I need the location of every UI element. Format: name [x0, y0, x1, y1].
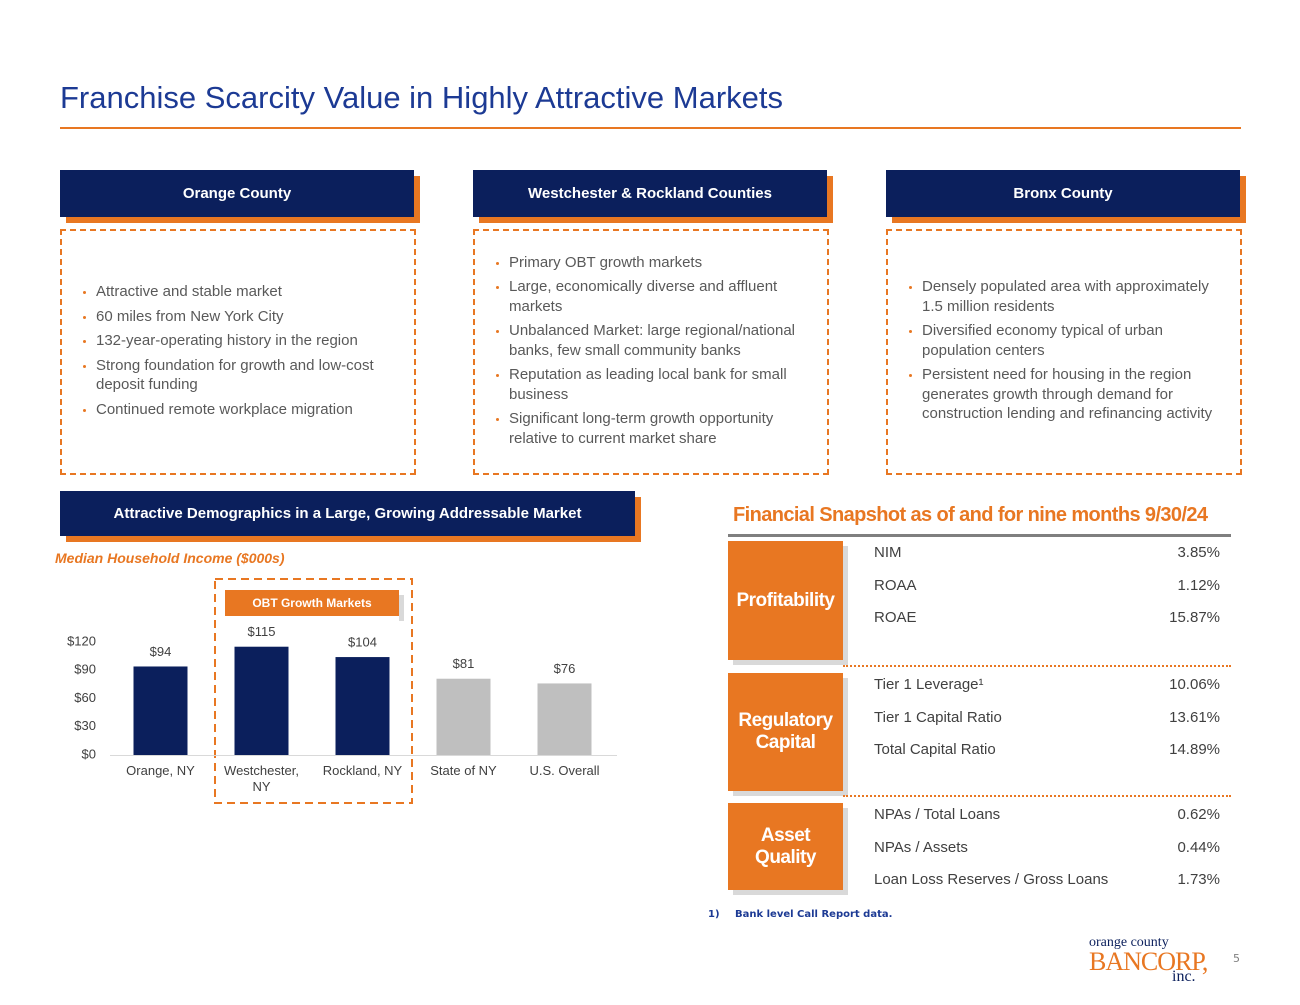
metric-name: ROAE: [874, 609, 917, 626]
panel-header: Bronx County: [886, 170, 1240, 217]
growth-box: [214, 578, 413, 804]
y-tick-label: $0: [82, 746, 96, 761]
slide-title: Franchise Scarcity Value in Highly Attra…: [60, 80, 784, 115]
footnote-marker: 1): [708, 909, 720, 920]
footnote: Bank level Call Report data.: [735, 909, 893, 920]
bullet: 132-year-operating history in the region: [96, 331, 400, 351]
bullet: Continued remote workplace migration: [96, 400, 400, 420]
y-tick-label: $60: [74, 690, 96, 705]
y-tick-label: $90: [74, 662, 96, 677]
bullet: Strong foundation for growth and low-cos…: [96, 356, 400, 395]
metric-name: Tier 1 Capital Ratio: [874, 708, 1002, 726]
metric-value: 3.85%: [1177, 544, 1220, 561]
snapshot-title: Financial Snapshot as of and for nine mo…: [733, 504, 1208, 526]
bullet: 60 miles from New York City: [96, 307, 400, 327]
group-label: Profitability: [728, 541, 843, 660]
bar: [436, 678, 491, 755]
x-tick-label: Rockland, NY: [323, 763, 403, 778]
bullet: Reputation as leading local bank for sma…: [509, 365, 813, 404]
chart-header: Attractive Demographics in a Large, Grow…: [60, 491, 635, 536]
group-divider: [843, 795, 1231, 797]
metric-value: 0.44%: [1177, 838, 1220, 856]
x-tick-label: Orange, NY: [126, 763, 195, 778]
bar: [537, 683, 592, 755]
annotation-box: [225, 590, 399, 616]
metric-name: ROAA: [874, 576, 917, 594]
page-number: 5: [1233, 952, 1240, 965]
bar: [133, 666, 188, 755]
metric-name: Loan Loss Reserves / Gross Loans: [874, 871, 1109, 888]
metric-name: NIM: [874, 544, 902, 561]
bullet: Significant long-term growth opportunity…: [509, 409, 813, 448]
metric-value: 1.73%: [1177, 871, 1220, 888]
group-label: Regulatory Capital: [728, 673, 843, 791]
bullet-list: Primary OBT growth markets Large, economi…: [487, 251, 813, 454]
title-rule: [60, 127, 1241, 129]
metric-name: NPAs / Assets: [874, 838, 968, 856]
metric-value: 14.89%: [1169, 741, 1220, 758]
bullet: Densely populated area with approximatel…: [922, 277, 1226, 316]
x-tick-label: U.S. Overall: [529, 763, 599, 778]
bullet: Attractive and stable market: [96, 282, 400, 302]
value-label: $94: [150, 644, 172, 659]
logo-main: BANCORP,: [1089, 947, 1208, 976]
logo-top: orange county: [1089, 935, 1169, 950]
metric-value: 15.87%: [1169, 609, 1220, 626]
bullet: Large, economically diverse and affluent…: [509, 277, 813, 316]
panel-header: Orange County: [60, 170, 414, 217]
bullet: Diversified economy typical of urban pop…: [922, 321, 1226, 360]
metric-value: 13.61%: [1169, 708, 1220, 726]
annotation: OBT Growth Markets: [252, 596, 372, 610]
annotation-shadow: [399, 595, 404, 621]
value-label: $76: [554, 661, 576, 676]
bullet: Persistent need for housing in the regio…: [922, 365, 1226, 424]
metric-name: NPAs / Total Loans: [874, 806, 1001, 823]
metric-value: 0.62%: [1177, 806, 1220, 823]
metric-value: 1.12%: [1177, 576, 1220, 594]
x-tick-label: Westchester, NY: [224, 763, 299, 794]
metric-name: Total Capital Ratio: [874, 741, 996, 758]
metric-name: Tier 1 Leverage¹: [874, 676, 984, 693]
y-tick-label: $30: [74, 718, 96, 733]
bar: [234, 646, 289, 755]
chart-subtitle: Median Household Income ($000s): [55, 550, 285, 566]
value-label: $81: [453, 656, 475, 671]
panel-box: Attractive and stable market 60 miles fro…: [60, 229, 416, 475]
value-label: $115: [248, 624, 276, 639]
value-label: $104: [348, 635, 377, 650]
group-label: Asset Quality: [728, 803, 843, 890]
panel-box: Primary OBT growth markets Large, economi…: [473, 229, 829, 475]
logo-inc: inc.: [1172, 968, 1196, 985]
group-divider: [843, 665, 1231, 667]
metric-value: 10.06%: [1169, 676, 1220, 693]
bullet: Unbalanced Market: large regional/nation…: [509, 321, 813, 360]
panel-header: Westchester & Rockland Counties: [473, 170, 827, 217]
bar: [335, 657, 390, 755]
y-tick-label: $120: [67, 633, 96, 648]
x-tick-label: State of NY: [430, 763, 497, 778]
chart: OBT Growth Markets $0 $30 $60 $90 $120 Orange…: [67, 578, 617, 804]
snapshot-rule: [728, 534, 1231, 537]
panel-box: Densely populated area with approximatel…: [886, 229, 1242, 475]
bullet-list: Densely populated area with approximatel…: [900, 275, 1226, 429]
bullet: Primary OBT growth markets: [509, 253, 813, 273]
bullet-list: Attractive and stable market 60 miles fro…: [74, 280, 400, 424]
